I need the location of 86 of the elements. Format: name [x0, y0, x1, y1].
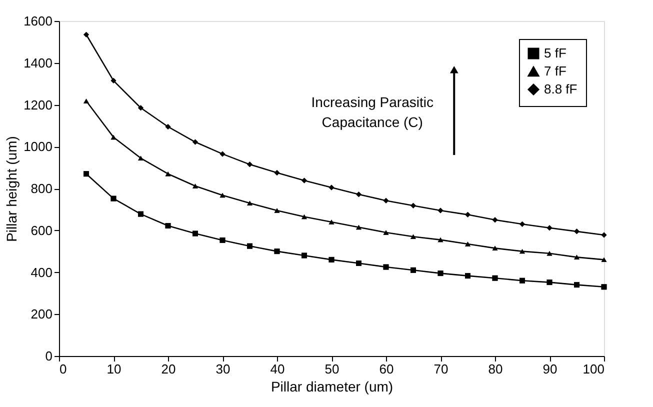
point — [138, 156, 144, 161]
point — [165, 223, 171, 229]
point — [328, 220, 334, 224]
point — [274, 248, 280, 254]
legend-label: 7 fF — [544, 64, 566, 78]
annotation: Increasing Parasitic Capacitance (C) — [311, 94, 434, 130]
point — [302, 214, 307, 220]
point — [546, 280, 552, 286]
point — [302, 178, 307, 184]
point — [192, 230, 198, 236]
point — [302, 252, 307, 258]
point — [383, 264, 389, 270]
legend-label: 5 fF — [544, 46, 566, 60]
point — [492, 246, 498, 251]
point — [465, 273, 470, 279]
x-tick-label: 0 — [60, 362, 67, 376]
x-tick-label: 80 — [488, 362, 503, 376]
x-tick-label: 20 — [161, 362, 176, 376]
x-tick-label: 90 — [542, 362, 558, 376]
point — [520, 248, 525, 254]
point — [465, 242, 470, 246]
point — [492, 275, 498, 281]
point — [165, 171, 171, 176]
point — [438, 208, 444, 214]
point — [601, 284, 607, 290]
point — [192, 139, 198, 145]
point — [138, 105, 144, 111]
point — [328, 256, 334, 262]
point — [574, 228, 580, 234]
x-tick-label: 70 — [434, 362, 448, 376]
point — [492, 217, 498, 223]
y-tick-label: 1600 — [24, 14, 52, 28]
point — [192, 184, 198, 188]
point — [356, 260, 362, 266]
point — [220, 192, 226, 198]
point — [438, 270, 444, 276]
point — [601, 257, 607, 262]
x-tick-label: 10 — [106, 362, 122, 376]
point — [601, 232, 607, 238]
point — [165, 124, 171, 130]
y-tick-label: 800 — [30, 181, 52, 196]
y-tick-label: 1400 — [24, 55, 52, 70]
point — [84, 32, 89, 38]
point — [274, 170, 280, 176]
x-tick-label: 100 — [582, 362, 604, 376]
point — [410, 234, 416, 240]
y-tick-label: 600 — [30, 222, 52, 238]
point — [574, 254, 580, 260]
point — [520, 221, 525, 227]
point — [356, 192, 362, 198]
point — [84, 171, 89, 177]
y-tick-label: 200 — [30, 306, 52, 322]
point — [220, 237, 226, 243]
point — [465, 212, 470, 218]
point — [247, 200, 252, 206]
point — [328, 184, 334, 190]
x-tick-label: 60 — [379, 362, 394, 376]
point — [438, 237, 444, 242]
point — [110, 134, 116, 140]
point — [520, 278, 525, 284]
point — [138, 211, 144, 217]
point — [356, 224, 362, 230]
point — [247, 243, 252, 249]
point — [110, 78, 116, 84]
point — [274, 208, 280, 213]
x-tick-label: 30 — [216, 362, 230, 376]
point — [574, 282, 580, 288]
x-tick-label: 40 — [270, 362, 285, 376]
point — [110, 196, 116, 202]
point — [410, 267, 416, 273]
point — [84, 98, 89, 104]
point — [383, 230, 389, 235]
y-tick-label: 1200 — [24, 97, 52, 112]
y-axis-title: Pillar height (um) — [4, 136, 20, 242]
legend-label: 8.8 fF — [544, 82, 578, 96]
point — [546, 225, 552, 231]
point — [410, 202, 416, 208]
point — [220, 151, 226, 157]
point — [247, 162, 252, 168]
point — [383, 198, 389, 204]
x-axis-title: Pillar diameter (um) — [270, 378, 394, 394]
y-tick-label: 0 — [45, 348, 52, 364]
point — [546, 251, 552, 256]
y-tick-label: 1000 — [24, 139, 52, 154]
y-tick-label: 400 — [30, 264, 52, 280]
x-tick-label: 50 — [324, 362, 340, 376]
